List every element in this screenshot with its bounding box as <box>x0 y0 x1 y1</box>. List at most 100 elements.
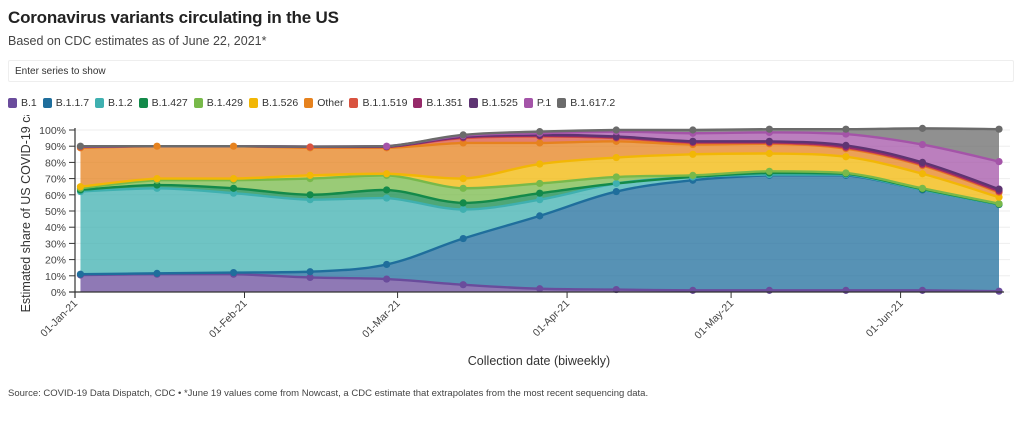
x-tick-label: 01-Jan-21 <box>38 298 80 340</box>
data-point[interactable] <box>689 171 697 179</box>
data-point[interactable] <box>842 286 850 294</box>
data-point[interactable] <box>306 268 314 276</box>
legend-item[interactable]: B.1.617.2 <box>557 97 615 109</box>
data-point[interactable] <box>153 142 161 150</box>
data-point[interactable] <box>76 183 85 191</box>
data-point[interactable] <box>459 205 467 213</box>
data-point[interactable] <box>306 191 314 199</box>
legend-item[interactable]: B.1.1.519 <box>349 97 407 109</box>
data-point[interactable] <box>918 184 927 192</box>
area-b-1-1-7[interactable] <box>80 175 999 292</box>
data-point[interactable] <box>383 260 391 269</box>
data-point[interactable] <box>612 179 620 188</box>
data-point[interactable] <box>383 186 391 194</box>
data-point[interactable] <box>383 194 391 202</box>
data-point[interactable] <box>612 126 620 134</box>
data-point[interactable] <box>765 286 773 294</box>
data-point[interactable] <box>459 131 467 139</box>
data-point[interactable] <box>918 170 927 178</box>
data-point[interactable] <box>689 137 697 145</box>
data-point[interactable] <box>383 170 391 178</box>
data-point[interactable] <box>306 273 314 282</box>
stacked-area-chart: 0% 10% 20% 30% 40% 50% 60% 70% 80% 90% 100% 01-Jan… <box>19 115 1010 368</box>
legend-item[interactable]: P.1 <box>523 97 551 109</box>
legend-label: B.1.427 <box>151 97 188 109</box>
data-point[interactable] <box>689 286 697 294</box>
data-point[interactable] <box>306 171 314 179</box>
data-point[interactable] <box>842 153 850 161</box>
y-tick-label: 20% <box>45 255 66 267</box>
area-other[interactable] <box>80 141 999 198</box>
data-point[interactable] <box>383 142 391 150</box>
legend-item[interactable]: B.1.429 <box>193 97 243 109</box>
legend-label: B.1.2 <box>108 97 133 109</box>
data-point[interactable] <box>765 137 773 145</box>
data-point[interactable] <box>842 169 850 177</box>
data-point[interactable] <box>229 184 238 192</box>
legend-swatch <box>413 98 423 108</box>
data-point[interactable] <box>536 128 544 136</box>
legend-item[interactable]: B.1.1.7 <box>42 97 89 109</box>
legend-label: B.1.1.519 <box>362 97 408 109</box>
legend-item[interactable]: B.1.427 <box>138 97 188 109</box>
data-point[interactable] <box>536 285 544 293</box>
data-point[interactable] <box>842 125 850 133</box>
legend-swatch <box>349 98 359 108</box>
data-point[interactable] <box>995 157 1003 166</box>
data-point[interactable] <box>918 158 927 166</box>
data-point[interactable] <box>153 175 161 183</box>
data-point[interactable] <box>689 150 697 158</box>
data-point[interactable] <box>995 200 1003 208</box>
data-point[interactable] <box>153 269 161 277</box>
data-point[interactable] <box>459 175 467 183</box>
y-tick-label: 80% <box>45 157 66 169</box>
area-b-1-617-2[interactable] <box>80 128 999 162</box>
data-point[interactable] <box>383 275 391 283</box>
data-point[interactable] <box>765 167 773 175</box>
legend-label: B.1 <box>21 97 37 109</box>
data-point[interactable] <box>612 153 620 162</box>
data-point[interactable] <box>842 141 850 149</box>
legend-item[interactable]: Other <box>304 97 343 109</box>
data-point[interactable] <box>918 140 927 149</box>
data-point[interactable] <box>76 142 85 150</box>
data-point[interactable] <box>459 234 467 243</box>
data-point[interactable] <box>76 270 85 278</box>
legend-swatch <box>138 98 148 108</box>
y-tick-label: 70% <box>45 174 66 186</box>
y-tick-label: 100% <box>39 125 66 137</box>
data-point[interactable] <box>306 143 314 151</box>
legend-item[interactable]: B.1.526 <box>248 97 298 109</box>
data-point[interactable] <box>459 281 467 289</box>
data-point[interactable] <box>995 185 1003 193</box>
legend-item[interactable]: B.1.525 <box>468 97 518 109</box>
data-point[interactable] <box>229 142 238 150</box>
data-point[interactable] <box>536 212 544 220</box>
data-point[interactable] <box>536 189 544 197</box>
data-point[interactable] <box>536 160 544 168</box>
legend-item[interactable]: B.1.351 <box>413 97 463 109</box>
area-b-1-2[interactable] <box>80 174 999 275</box>
data-point[interactable] <box>689 126 697 134</box>
area-b-1-526[interactable] <box>80 153 999 204</box>
data-point[interactable] <box>536 179 544 188</box>
data-point[interactable] <box>229 268 238 277</box>
data-point[interactable] <box>995 125 1003 133</box>
legend-label: B.1.525 <box>481 97 518 109</box>
data-point[interactable] <box>612 173 620 181</box>
series-search-input[interactable] <box>8 60 1014 82</box>
data-point[interactable] <box>536 139 544 147</box>
data-point[interactable] <box>765 149 773 158</box>
data-point[interactable] <box>765 125 773 133</box>
legend-item[interactable]: B.1.2 <box>95 97 133 109</box>
data-point[interactable] <box>459 184 467 192</box>
data-point[interactable] <box>612 285 620 294</box>
data-point[interactable] <box>612 187 620 196</box>
data-point[interactable] <box>918 286 927 294</box>
data-point[interactable] <box>229 175 238 183</box>
data-point[interactable] <box>536 196 544 204</box>
data-point[interactable] <box>918 124 927 132</box>
data-point[interactable] <box>995 287 1003 295</box>
legend-item[interactable]: B.1 <box>8 97 37 109</box>
data-point[interactable] <box>459 199 467 207</box>
